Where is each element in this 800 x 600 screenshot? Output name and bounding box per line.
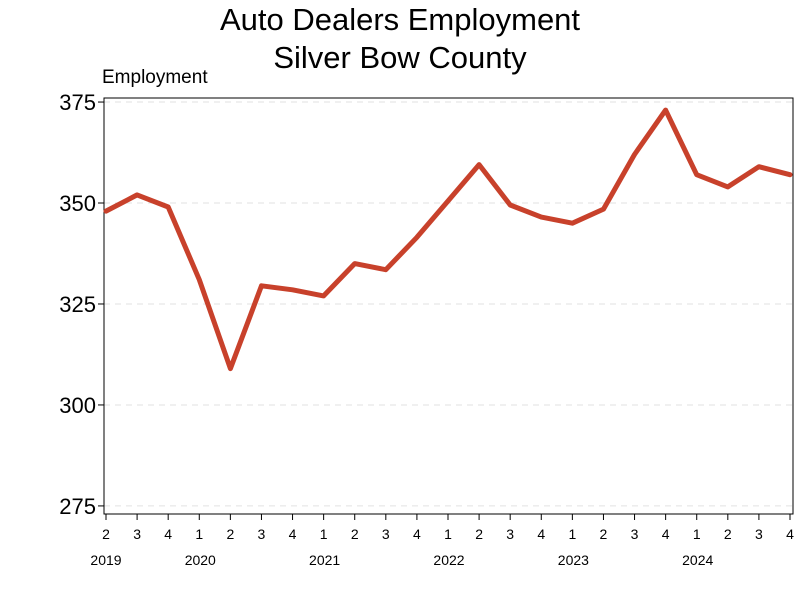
- y-tick-label: 325: [59, 292, 96, 317]
- x-tick-label: 3: [755, 526, 763, 542]
- y-tick-label: 350: [59, 191, 96, 216]
- x-tick-label: 3: [258, 526, 266, 542]
- x-tick-label: 1: [693, 526, 701, 542]
- x-tick-label: 4: [289, 526, 297, 542]
- x-year-label: 2019: [90, 552, 121, 568]
- x-tick-label: 2: [475, 526, 483, 542]
- chart-title: Auto Dealers Employment: [219, 2, 581, 37]
- x-year-label: 2022: [433, 552, 464, 568]
- y-axis-label: Employment: [102, 67, 208, 88]
- x-tick-label: 3: [631, 526, 639, 542]
- y-tick-label: 275: [59, 494, 96, 519]
- x-tick-label: 1: [568, 526, 576, 542]
- x-year-label: 2021: [309, 552, 340, 568]
- x-tick-label: 1: [195, 526, 203, 542]
- x-tick-label: 2: [102, 526, 110, 542]
- series-line: [103, 107, 793, 372]
- x-tick-label: 1: [444, 526, 452, 542]
- x-tick-label: 3: [506, 526, 514, 542]
- y-tick-label: 375: [59, 90, 96, 115]
- x-tick-label: 2: [226, 526, 234, 542]
- y-tick-label: 300: [59, 393, 96, 418]
- x-tick-label: 3: [382, 526, 390, 542]
- x-tick-label: 2: [600, 526, 608, 542]
- chart-subtitle: Silver Bow County: [273, 40, 527, 75]
- x-year-label: 2020: [185, 552, 216, 568]
- x-tick-label: 2: [724, 526, 732, 542]
- x-tick-label: 4: [786, 526, 794, 542]
- x-tick-label: 4: [413, 526, 421, 542]
- x-tick-label: 3: [133, 526, 141, 542]
- x-tick-label: 2: [351, 526, 359, 542]
- x-tick-label: 1: [320, 526, 328, 542]
- x-tick-label: 4: [662, 526, 670, 542]
- x-year-label: 2024: [682, 552, 713, 568]
- x-tick-label: 4: [537, 526, 545, 542]
- x-year-label: 2023: [558, 552, 589, 568]
- x-tick-label: 4: [164, 526, 172, 542]
